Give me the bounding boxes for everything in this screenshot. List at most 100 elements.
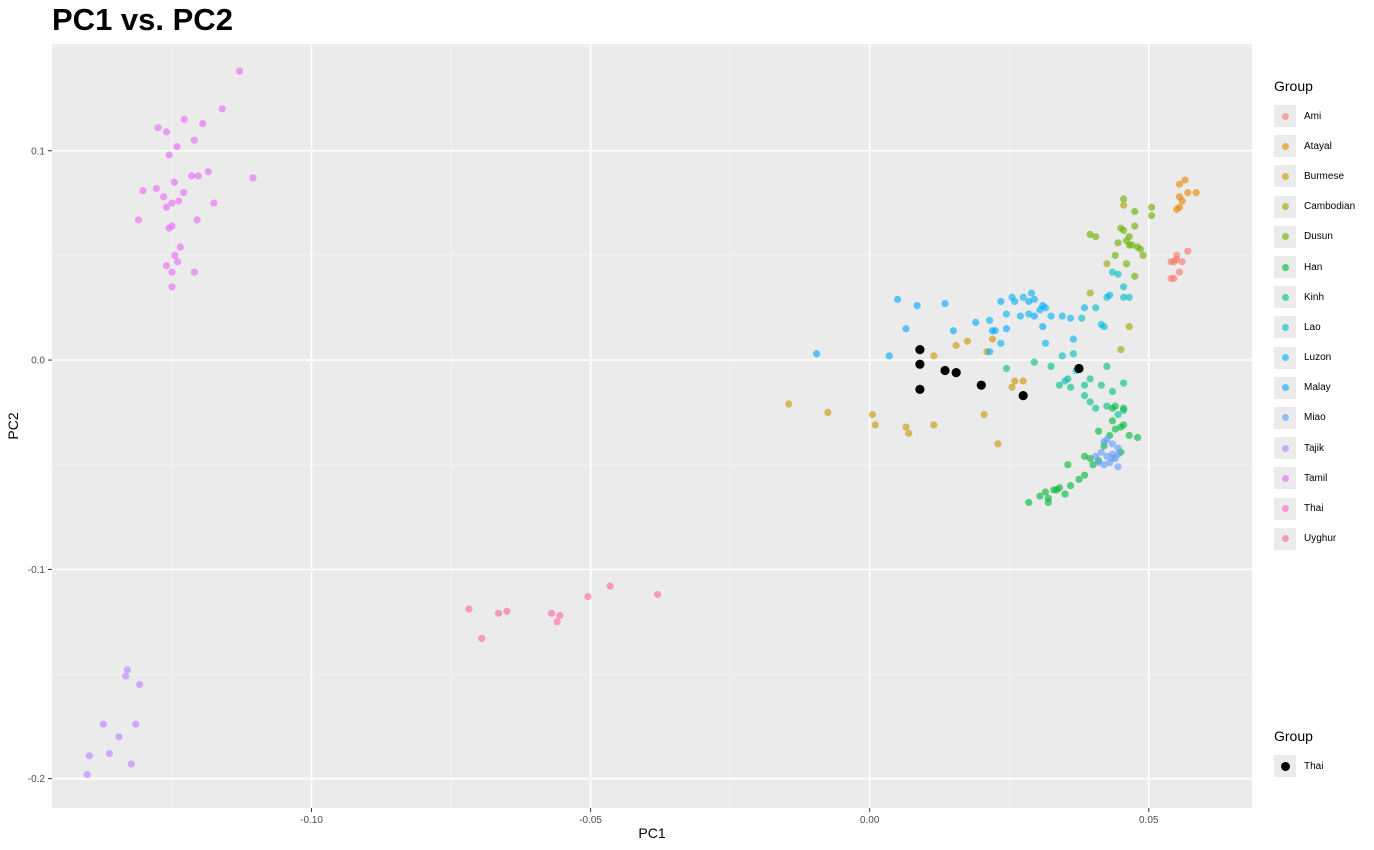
point-tajik [132,720,140,728]
point-han [1125,431,1133,440]
point-luzon [986,316,994,324]
point-dusun [1111,251,1119,260]
point-burmese [785,400,793,408]
legend-dot [1281,263,1289,271]
point-luzon [1069,335,1077,343]
legend-title: Group [1274,78,1313,94]
y-axis-title: PC2 [5,412,21,439]
legend-dot [1281,323,1289,331]
point-lao [1061,377,1069,385]
point-luzon [1106,291,1114,299]
point-miao [1114,444,1122,452]
point-kinh [1103,402,1111,410]
point-han [1111,425,1119,433]
chart-title: PC1 vs. PC2 [52,2,233,37]
legend-label: Malay [1304,382,1331,394]
legend-key [1274,497,1296,520]
x-tick-label: -0.05 [579,815,602,826]
point-burmese [905,429,913,437]
point-dusun [1147,203,1156,211]
legend2-title: Group [1274,728,1313,744]
x-tick-label: 0.00 [860,815,880,826]
point-dusun [1120,195,1128,203]
point-lao [1069,350,1077,358]
point-burmese [930,421,938,429]
point-kinh [1047,362,1055,370]
legend-entry-malay: Malay [1274,373,1355,403]
point-atayal [1178,197,1186,205]
point-thai-highlight [915,345,925,355]
point-luzon [1016,312,1024,320]
point-miao [1108,440,1117,448]
point-luzon [986,348,994,356]
legend-key [1274,527,1296,550]
point-burmese [980,410,988,419]
point-tajik [123,666,131,674]
point-dusun [1128,241,1136,249]
legend-key [1274,105,1296,128]
point-thai-highlight [915,359,925,369]
point-tajik [136,680,144,689]
point-cambodian [1125,322,1133,331]
point-kinh [1120,379,1128,387]
point-burmese [871,421,879,429]
point-lao [1058,352,1066,360]
point-malay [893,295,902,303]
point-cambodian [1103,260,1111,268]
data-points [83,67,1200,779]
point-tamil [190,136,198,144]
point-kinh [1030,358,1038,366]
point-kinh [1080,392,1089,400]
point-tamil [180,189,188,197]
point-dusun [1120,226,1128,234]
legend-entry-dusun: Dusun [1274,222,1355,252]
legend-label: Atayal [1304,140,1332,152]
point-han [1044,498,1052,506]
point-uyghur [584,592,592,601]
point-tajik [99,720,107,728]
point-ami [1167,258,1175,266]
point-malay [902,325,910,333]
legend-dot [1281,444,1289,452]
point-burmese [1011,377,1019,385]
point-ami [1184,247,1192,255]
point-atayal [1192,189,1200,197]
point-dusun [1131,222,1139,230]
point-dusun [1122,260,1131,268]
point-tamil [187,172,196,180]
legend-dot [1281,535,1289,543]
point-burmese [988,335,997,343]
point-kinh [1086,398,1094,406]
point-dusun [1147,212,1156,220]
point-tamil [162,262,171,270]
point-tamil [194,172,202,180]
legend-label: Luzon [1304,352,1332,364]
x-axis-title: PC1 [638,825,665,841]
point-tamil [152,184,160,193]
y-tick-label: 0.0 [31,356,45,367]
point-burmese [1019,377,1027,385]
point-han [1094,427,1103,435]
x-tick-label: 0.05 [1139,815,1159,826]
point-miao [1114,463,1122,471]
legend-entry-thai: Thai [1274,493,1355,523]
y-tick-label: -0.2 [28,774,46,785]
point-kinh [1002,364,1011,373]
point-burmese [994,440,1002,448]
point-ami [1173,255,1181,264]
legend-dot [1281,505,1289,513]
legend-label: Lao [1304,321,1321,333]
point-malay [997,297,1005,306]
point-thai-highlight [976,380,986,390]
point-han [1067,482,1075,490]
legend-key [1274,467,1296,490]
point-tamil [180,115,188,123]
point-tajik [122,672,130,680]
point-luzon [1041,339,1050,347]
point-tamil [168,268,176,276]
point-tamil [249,174,257,182]
point-burmese [824,408,832,416]
legend-entry-han: Han [1274,252,1355,282]
legend-label: Tajik [1304,442,1325,454]
